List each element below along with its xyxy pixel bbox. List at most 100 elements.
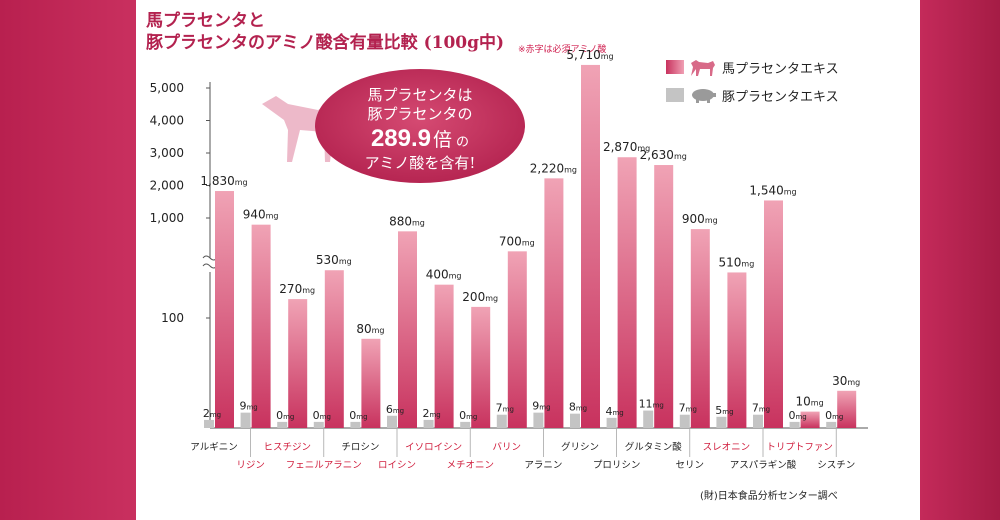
pig-value-label: 9mg [239, 400, 257, 413]
horse-bar [690, 229, 710, 428]
horse-bar [288, 299, 308, 428]
horse-value-label: 700mg [499, 234, 535, 248]
pig-bar [313, 421, 324, 428]
category-label: プロリシン [593, 460, 641, 471]
horse-value-label: 1,830mg [200, 174, 247, 188]
right-frame [920, 0, 1000, 520]
horse-bar [800, 411, 820, 428]
horse-bar [617, 157, 637, 428]
pig-bar [533, 412, 544, 428]
horse-value-label: 530mg [316, 253, 352, 267]
pig-value-label: 6mg [386, 403, 404, 416]
pig-bar [570, 413, 580, 428]
category-label: イソロイシン [405, 442, 462, 453]
horse-value-label: 1,540mg [749, 183, 796, 197]
category-label: トリプトファン [766, 442, 833, 453]
callout-line-2: 豚プラセンタの [367, 105, 472, 123]
pig-value-label: 4mg [605, 405, 623, 418]
pig-icon [692, 89, 716, 103]
y-tick-label: 3,000 [150, 146, 184, 160]
pig-bar [826, 421, 837, 428]
horse-bar [251, 224, 271, 428]
pig-bar [496, 414, 507, 428]
horse-value-label: 2,630mg [640, 148, 687, 162]
y-tick-label: 100 [161, 311, 184, 325]
y-tick-label: 5,000 [150, 81, 184, 95]
pig-bar [204, 419, 214, 428]
category-label: スレオニン [703, 442, 751, 453]
category-label: セリン [676, 460, 705, 471]
pig-bar [423, 419, 434, 428]
pig-bar [643, 410, 654, 428]
horse-bar [507, 251, 527, 428]
axis-break [202, 255, 218, 269]
pig-value-label: 8mg [569, 401, 587, 414]
pig-value-label: 0mg [788, 409, 806, 422]
pig-value-label: 0mg [459, 409, 477, 422]
category-label: アルギニン [190, 442, 237, 453]
category-label: ヒスチジン [263, 442, 311, 453]
source-note: (財)日本食品分析センター調べ [700, 491, 838, 502]
pig-bar [460, 421, 471, 428]
horse-bar [471, 306, 491, 428]
horse-value-label: 200mg [462, 290, 498, 304]
y-tick-label: 1,000 [150, 211, 184, 225]
legend-pig: 豚プラセンタエキス [666, 84, 839, 106]
horse-bar [764, 200, 783, 428]
horse-bar [434, 284, 454, 428]
pig-value-label: 0mg [825, 409, 843, 422]
pig-bar [606, 417, 617, 428]
category-label: グルタミン酸 [625, 441, 683, 453]
callout-value: 289.9 倍の [371, 125, 469, 152]
horse-bar [544, 178, 564, 428]
pig-value-label: 0mg [276, 409, 294, 422]
y-tick-label: 2,000 [150, 179, 184, 193]
pig-bar [277, 421, 288, 428]
pig-value-label: 0mg [349, 409, 367, 422]
legend-swatch-pig [666, 88, 684, 102]
pig-bar [789, 421, 800, 428]
horse-bar [324, 270, 344, 428]
category-label: アスパラギン酸 [730, 459, 797, 471]
callout-line-1: 馬プラセンタは [367, 86, 472, 104]
category-label: シスチン [817, 460, 855, 471]
category-label: フェニルアラニン [286, 460, 362, 471]
legend-swatch-horse [666, 60, 684, 74]
horse-value-label: 2,220mg [530, 161, 577, 175]
pig-value-label: 7mg [752, 402, 770, 415]
essential-note: ※赤字は必須アミノ酸 [518, 45, 607, 55]
horse-icon [691, 60, 715, 76]
pig-bar [679, 414, 690, 428]
pig-bar [240, 412, 251, 428]
horse-bar [654, 165, 674, 428]
horse-bar [215, 191, 234, 428]
pig-bar [753, 414, 763, 428]
category-label: チロシン [341, 442, 379, 453]
pig-value-label: 7mg [679, 402, 697, 415]
title-line-2: 豚プラセンタのアミノ酸含有量比較 (100g中) [146, 33, 505, 53]
pig-bar [387, 415, 397, 428]
horse-value-label: 30mg [832, 374, 860, 388]
legend-label-pig: 豚プラセンタエキス [722, 89, 839, 105]
horse-value-label: 880mg [389, 214, 425, 228]
legend-label-horse: 馬プラセンタエキス [722, 61, 839, 77]
y-tick-label: 4,000 [150, 114, 184, 128]
pig-value-label: 0mg [313, 409, 331, 422]
legend-horse: 馬プラセンタエキス [666, 56, 839, 78]
horse-bar [727, 272, 747, 428]
horse-bar [837, 390, 857, 428]
callout-bubble [315, 69, 525, 183]
horse-bar [398, 231, 417, 428]
callout-number: 289.9 [371, 125, 431, 152]
category-label: メチオニン [446, 460, 494, 471]
callout-unit: 倍 [433, 129, 452, 151]
callout-particle: の [456, 135, 469, 150]
category-label: リジン [236, 460, 265, 471]
pig-value-label: 5mg [715, 404, 733, 417]
horse-value-label: 510mg [719, 255, 755, 269]
horse-value-label: 5,710mg [566, 48, 613, 62]
callout-line-4: アミノ酸を含有! [365, 154, 476, 172]
horse-value-label: 900mg [682, 212, 718, 226]
horse-value-label: 80mg [356, 322, 384, 336]
